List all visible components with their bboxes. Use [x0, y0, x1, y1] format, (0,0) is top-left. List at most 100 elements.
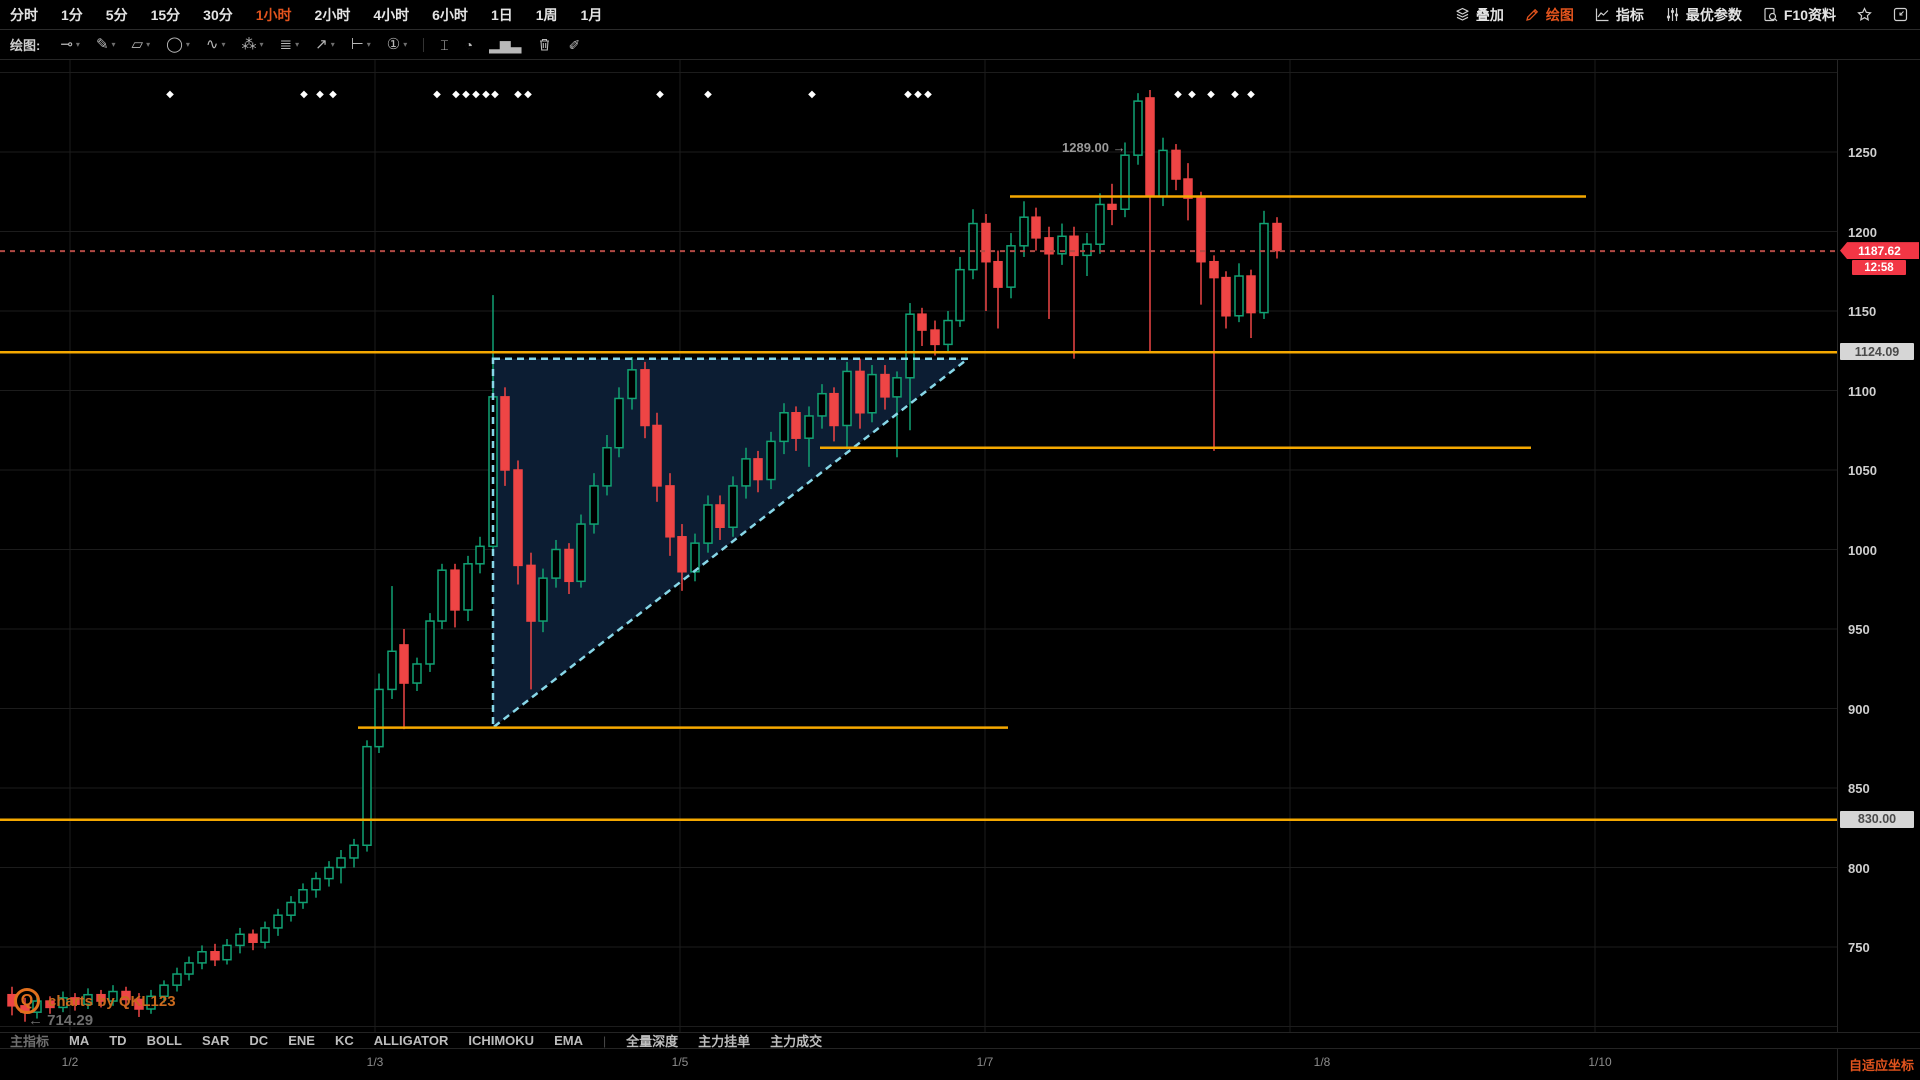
candle-body [1044, 237, 1054, 255]
chevron-down-icon[interactable]: ▾ [366, 40, 371, 49]
chevron-down-icon[interactable]: ▾ [295, 40, 300, 49]
indicator-alligator[interactable]: ALLIGATOR [373, 1033, 449, 1048]
candle-body [1057, 235, 1067, 255]
candlestick-chart[interactable]: ◆ ◆ ◆ ◆ ◆ ◆ ◆ ◆ ◆ ◆ ◆ ◆ ◆ ◆ ◆ ◆ ◆ ◆ ◆ ◆ ◆ ◆ ◆ [0, 60, 1837, 1032]
chevron-down-icon[interactable]: ▾ [259, 40, 264, 49]
indicator-ene[interactable]: ENE [288, 1033, 315, 1048]
indicator-boll[interactable]: BOLL [146, 1033, 182, 1048]
chevron-down-icon[interactable]: ▾ [330, 40, 335, 49]
gann-tool[interactable]: ≣ ▾ [274, 37, 306, 52]
trend-line-tool[interactable]: ⊸ ▾ [54, 37, 86, 52]
timeframe-2小时[interactable]: 2小时 [314, 6, 351, 23]
pie-tool[interactable]: ◔ [459, 38, 479, 52]
wave-tool[interactable]: ∿ ▾ [200, 37, 232, 52]
autoscale-toggle[interactable]: 自适应坐标 [1848, 1058, 1914, 1073]
candle-marker-tool[interactable]: ⌶ [434, 38, 454, 52]
magic-draw-tool[interactable]: ✐ [562, 38, 586, 52]
chevron-down-icon[interactable]: ▾ [221, 40, 226, 49]
pencil-icon [1525, 7, 1540, 22]
indicator-kc[interactable]: KC [334, 1033, 354, 1048]
favorite-button[interactable] [1857, 7, 1872, 22]
chevron-down-icon[interactable]: ▾ [403, 40, 408, 49]
draw-button[interactable]: 绘图 [1525, 5, 1574, 25]
price-tick: 800 [1848, 860, 1870, 876]
pattern-tool[interactable]: ⁂ ▾ [236, 37, 270, 52]
timeframe-1周[interactable]: 1周 [535, 6, 558, 23]
timeframe-1小时[interactable]: 1小时 [255, 6, 292, 23]
indicator-主力挂单[interactable]: 主力挂单 [698, 1034, 751, 1049]
timeframe-15分[interactable]: 15分 [150, 6, 181, 23]
candle-body [855, 370, 865, 414]
candle-body [45, 1000, 55, 1009]
date-label-1/7: 1/7 [976, 1055, 994, 1069]
candle-body [1133, 100, 1143, 156]
best-params-button[interactable]: 最优参数 [1665, 5, 1742, 25]
diamond-marker: ◆ [316, 89, 324, 100]
date-label-1/2: 1/2 [61, 1055, 79, 1069]
watermark: Q charts by QKL123 [14, 988, 176, 1014]
candle-body [640, 369, 650, 427]
candle-body [728, 485, 738, 528]
chevron-down-icon[interactable]: ▾ [146, 40, 151, 49]
date-label-1/3: 1/3 [366, 1055, 384, 1069]
candle-body [993, 260, 1003, 288]
timeframe-6小时[interactable]: 6小时 [432, 6, 468, 23]
date-label-1/8: 1/8 [1313, 1055, 1331, 1069]
indicator-全量深度[interactable]: 全量深度 [626, 1034, 679, 1049]
indicator-td[interactable]: TD [109, 1033, 127, 1048]
candle-body [184, 962, 194, 975]
indicator-dc[interactable]: DC [249, 1033, 269, 1048]
indicator-ema[interactable]: EMA [554, 1033, 583, 1048]
price-tick: 1000 [1848, 542, 1877, 558]
ellipse-tool-icon: ◯ [166, 36, 183, 53]
shape-tool[interactable]: ▱ ▾ [126, 37, 157, 52]
volume-tool[interactable]: ▂▆▃ [483, 38, 527, 52]
collapse-button[interactable] [1893, 7, 1908, 22]
indicators-button[interactable]: 指标 [1595, 5, 1644, 25]
diamond-marker: ◆ [656, 89, 664, 100]
timeframe-toolbar: 分时 1分 5分 15分 30分 1小时 2小时 4小时 6小时 1日 1周 1月 叠加 绘图 指标 最优参… [0, 0, 1920, 30]
ellipse-tool[interactable]: ◯ ▾ [160, 37, 196, 52]
brush-tool[interactable]: ✎ ▾ [90, 37, 122, 52]
diamond-marker: ◆ [924, 89, 932, 100]
magic-draw-tool-icon: ✐ [568, 36, 581, 53]
arrow-tool[interactable]: ↗ ▾ [309, 37, 341, 52]
arrow-tool-icon: ↗ [315, 36, 328, 53]
diamond-marker: ◆ [1207, 89, 1215, 100]
candle-body [425, 620, 435, 665]
candle-body [917, 313, 927, 331]
diamond-marker: ◆ [433, 89, 441, 100]
indicator-ma[interactable]: MA [69, 1033, 90, 1048]
timeframe-1分[interactable]: 1分 [61, 6, 83, 23]
timeframe-4小时[interactable]: 4小时 [373, 6, 410, 23]
date-axis[interactable]: 自适应坐标 1/2 1/3 1/5 1/7 1/8 1/10 [0, 1048, 1920, 1080]
chevron-down-icon[interactable]: ▾ [75, 40, 80, 49]
timeframe-list: 分时 1分 5分 15分 30分 1小时 2小时 4小时 6小时 1日 1周 1月 [10, 5, 602, 25]
timeframe-1日[interactable]: 1日 [490, 6, 513, 23]
timeframe-1月[interactable]: 1月 [580, 6, 603, 23]
chevron-down-icon[interactable]: ▾ [111, 40, 116, 49]
candle-body [134, 998, 144, 1010]
chevron-down-icon[interactable]: ▾ [185, 40, 190, 49]
timeframe-分时[interactable]: 分时 [10, 6, 38, 23]
indicator-bar: 主指标 MA TD BOLL SAR DC ENE KC ALLIGATOR ICHIMOKU E… [0, 1032, 1920, 1049]
indicator-sar[interactable]: SAR [201, 1033, 230, 1048]
f10-info-button[interactable]: F10资料 [1763, 5, 1836, 25]
indicator-主力成交[interactable]: 主力成交 [770, 1034, 823, 1049]
range-tool[interactable]: ⊢ ▾ [345, 37, 377, 52]
candle-body [1196, 197, 1206, 263]
overlay-button[interactable]: 叠加 [1455, 5, 1504, 25]
timeframe-5分[interactable]: 5分 [105, 6, 128, 23]
drawing-toolbar: 绘图: ⊸ ▾ ✎ ▾ ▱ ▾ ◯ ▾ ∿ ▾ ⁂ ▾ ≣ ▾ ↗ ▾ ⊢ ▾ ① ▾ ⌶ ◔ ▂▆▃ ✐ [0, 30, 1920, 60]
number-label-tool[interactable]: ① ▾ [381, 37, 413, 52]
timeframe-30分[interactable]: 30分 [203, 6, 233, 23]
candle-body [450, 569, 460, 611]
candle-body [779, 412, 789, 443]
indicator-ichimoku[interactable]: ICHIMOKU [468, 1033, 535, 1048]
candle-body [829, 392, 839, 427]
candle-body [817, 392, 827, 417]
candle-body [500, 396, 510, 471]
price-axis[interactable]: 1187.62 12:58 1124.09 830.00 1250 1200 115… [1837, 60, 1920, 1032]
shape-tool-icon: ▱ [131, 36, 144, 53]
delete-drawing-tool[interactable] [531, 37, 558, 52]
